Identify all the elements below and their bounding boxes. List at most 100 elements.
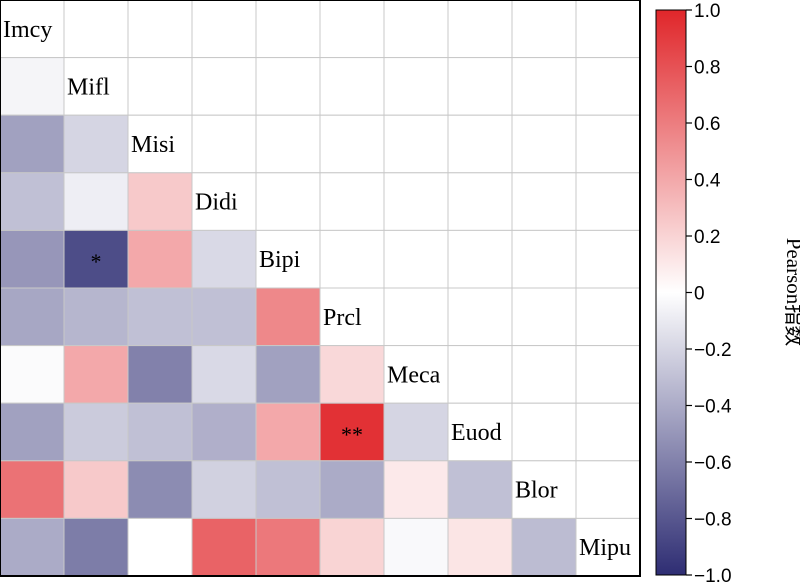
- heatmap-cell-mipu-misi: [127, 517, 193, 577]
- heatmap-empty-cell: [447, 229, 513, 289]
- heatmap-diagonal-cell: [191, 172, 257, 231]
- heatmap-diagonal-cell: [319, 287, 385, 347]
- colorbar-tick-label: 0.2: [694, 227, 720, 248]
- heatmap-diagonal-labels: Imcy Mifl Misi Didi Bipi Prcl Meca Euod Blor Mipu: [3, 17, 631, 561]
- colorbar-tick-label: −1.0: [694, 566, 732, 584]
- heatmap-cell-meca-didi: [191, 345, 257, 404]
- heatmap-cell-blor-euod: [447, 460, 513, 519]
- heatmap-empty-cell: [511, 345, 577, 404]
- variable-label-meca: Meca: [387, 362, 441, 388]
- heatmap-cell-mipu-blor: [511, 517, 577, 577]
- heatmap-cell-prcl-misi: [127, 287, 193, 347]
- colorbar-tick-label: −0.4: [694, 397, 732, 418]
- heatmap-empty-cell: [447, 0, 513, 59]
- significance-marker: **: [341, 422, 363, 447]
- colorbar-tick-label: −0.2: [694, 340, 732, 361]
- heatmap-empty-cell: [511, 287, 577, 347]
- heatmap-cell-prcl-mifl: [63, 287, 129, 347]
- heatmap-diagonal-cell: [63, 57, 129, 116]
- variable-label-mifl: Mifl: [67, 74, 110, 100]
- variable-label-blor: Blor: [515, 478, 558, 504]
- heatmap-cell-meca-imcy: [0, 345, 65, 404]
- significance-marker: *: [91, 249, 102, 274]
- heatmap-empty-cell: [447, 172, 513, 231]
- heatmap-empty-cell: [255, 0, 321, 59]
- heatmap-cell-mipu-bipi: [255, 517, 321, 577]
- heatmap-cell-mipu-prcl: [319, 517, 385, 577]
- heatmap-empty-cell: [319, 0, 385, 59]
- heatmap-empty-cell: [511, 114, 577, 174]
- heatmap-empty-cell: [127, 57, 193, 116]
- heatmap-empty-cell: [383, 0, 449, 59]
- heatmap-empty-cell: [383, 287, 449, 347]
- heatmap-cell-blor-bipi: [255, 460, 321, 519]
- heatmap-empty-cell: [575, 287, 641, 347]
- heatmap-empty-cell: [575, 0, 641, 59]
- heatmap-cell-meca-bipi: [255, 345, 321, 404]
- heatmap-frame: [0, 0, 641, 577]
- heatmap-diagonal-cell: [383, 345, 449, 404]
- heatmap-cell-meca-misi: [127, 345, 193, 404]
- heatmap-empty-cell: [127, 0, 193, 59]
- colorbar-label: Pearson指数: [782, 238, 800, 347]
- variable-label-prcl: Prcl: [323, 305, 362, 331]
- variable-label-imcy: Imcy: [3, 17, 52, 43]
- heatmap-empty-cell: [575, 172, 641, 231]
- colorbar-ticks: 1.0 0.8 0.6 0.4 0.2 0 −0.2 −0.4 −0.6 −0.8 −1.0: [686, 1, 732, 584]
- heatmap-empty-cell: [255, 172, 321, 231]
- heatmap-cell-blor-imcy: [0, 460, 65, 519]
- colorbar-tick-label: 0: [694, 284, 705, 305]
- heatmap-cell-prcl-bipi: [255, 287, 321, 347]
- heatmap-empty-cell: [511, 229, 577, 289]
- heatmap-cell-blor-didi: [191, 460, 257, 519]
- heatmap-diagonal-cell: [127, 114, 193, 174]
- heatmap-empty-cell: [575, 114, 641, 174]
- heatmap-cell-bipi-mifl: [63, 229, 129, 289]
- heatmap-empty-cell: [255, 57, 321, 116]
- heatmap-empty-cell: [447, 57, 513, 116]
- heatmap-empty-cell: [319, 172, 385, 231]
- heatmap-empty-cell: [447, 287, 513, 347]
- heatmap-cell-mifl-imcy: [0, 57, 65, 116]
- heatmap-cell-blor-mifl: [63, 460, 129, 519]
- heatmap-empty-cell: [319, 114, 385, 174]
- heatmap-cell-prcl-didi: [191, 287, 257, 347]
- heatmap-cell-euod-imcy: [0, 402, 65, 462]
- heatmap-cell-mipu-didi: [191, 517, 257, 577]
- heatmap-cell-euod-misi: [127, 402, 193, 462]
- significance-markers: ***: [91, 249, 364, 447]
- heatmap-cell-euod-mifl: [63, 402, 129, 462]
- colorbar-tick-label: 0.8: [694, 58, 720, 79]
- heatmap-cell-mipu-meca: [383, 517, 449, 577]
- heatmap-cell-misi-imcy: [0, 114, 65, 174]
- heatmap-empty-cell: [255, 114, 321, 174]
- heatmap-cell-blor-meca: [383, 460, 449, 519]
- heatmap-empty-cell: [511, 172, 577, 231]
- heatmap-cells: [0, 0, 641, 577]
- heatmap-empty-cell: [191, 114, 257, 174]
- heatmap-cell-meca-prcl: [319, 345, 385, 404]
- heatmap-empty-cell: [575, 402, 641, 462]
- heatmap-diagonal-cell: [575, 517, 641, 577]
- colorbar-tick-label: −0.8: [694, 510, 732, 531]
- variable-label-euod: Euod: [451, 420, 502, 446]
- heatmap-empty-cell: [575, 229, 641, 289]
- heatmap-empty-cell: [383, 229, 449, 289]
- variable-label-bipi: Bipi: [259, 247, 301, 273]
- heatmap-empty-cell: [447, 114, 513, 174]
- heatmap-empty-cell: [511, 402, 577, 462]
- heatmap-cell-meca-mifl: [63, 345, 129, 404]
- heatmap-empty-cell: [575, 57, 641, 116]
- heatmap-empty-cell: [575, 345, 641, 404]
- heatmap-cell-didi-imcy: [0, 172, 65, 231]
- variable-label-misi: Misi: [131, 132, 175, 158]
- heatmap-cell-bipi-misi: [127, 229, 193, 289]
- variable-label-didi: Didi: [195, 190, 238, 216]
- heatmap-empty-cell: [191, 0, 257, 59]
- heatmap-cell-mipu-imcy: [0, 517, 65, 577]
- heatmap-empty-cell: [191, 57, 257, 116]
- variable-label-mipu: Mipu: [579, 535, 631, 561]
- heatmap-cell-blor-misi: [127, 460, 193, 519]
- heatmap-cell-blor-prcl: [319, 460, 385, 519]
- heatmap-cell-didi-mifl: [63, 172, 129, 231]
